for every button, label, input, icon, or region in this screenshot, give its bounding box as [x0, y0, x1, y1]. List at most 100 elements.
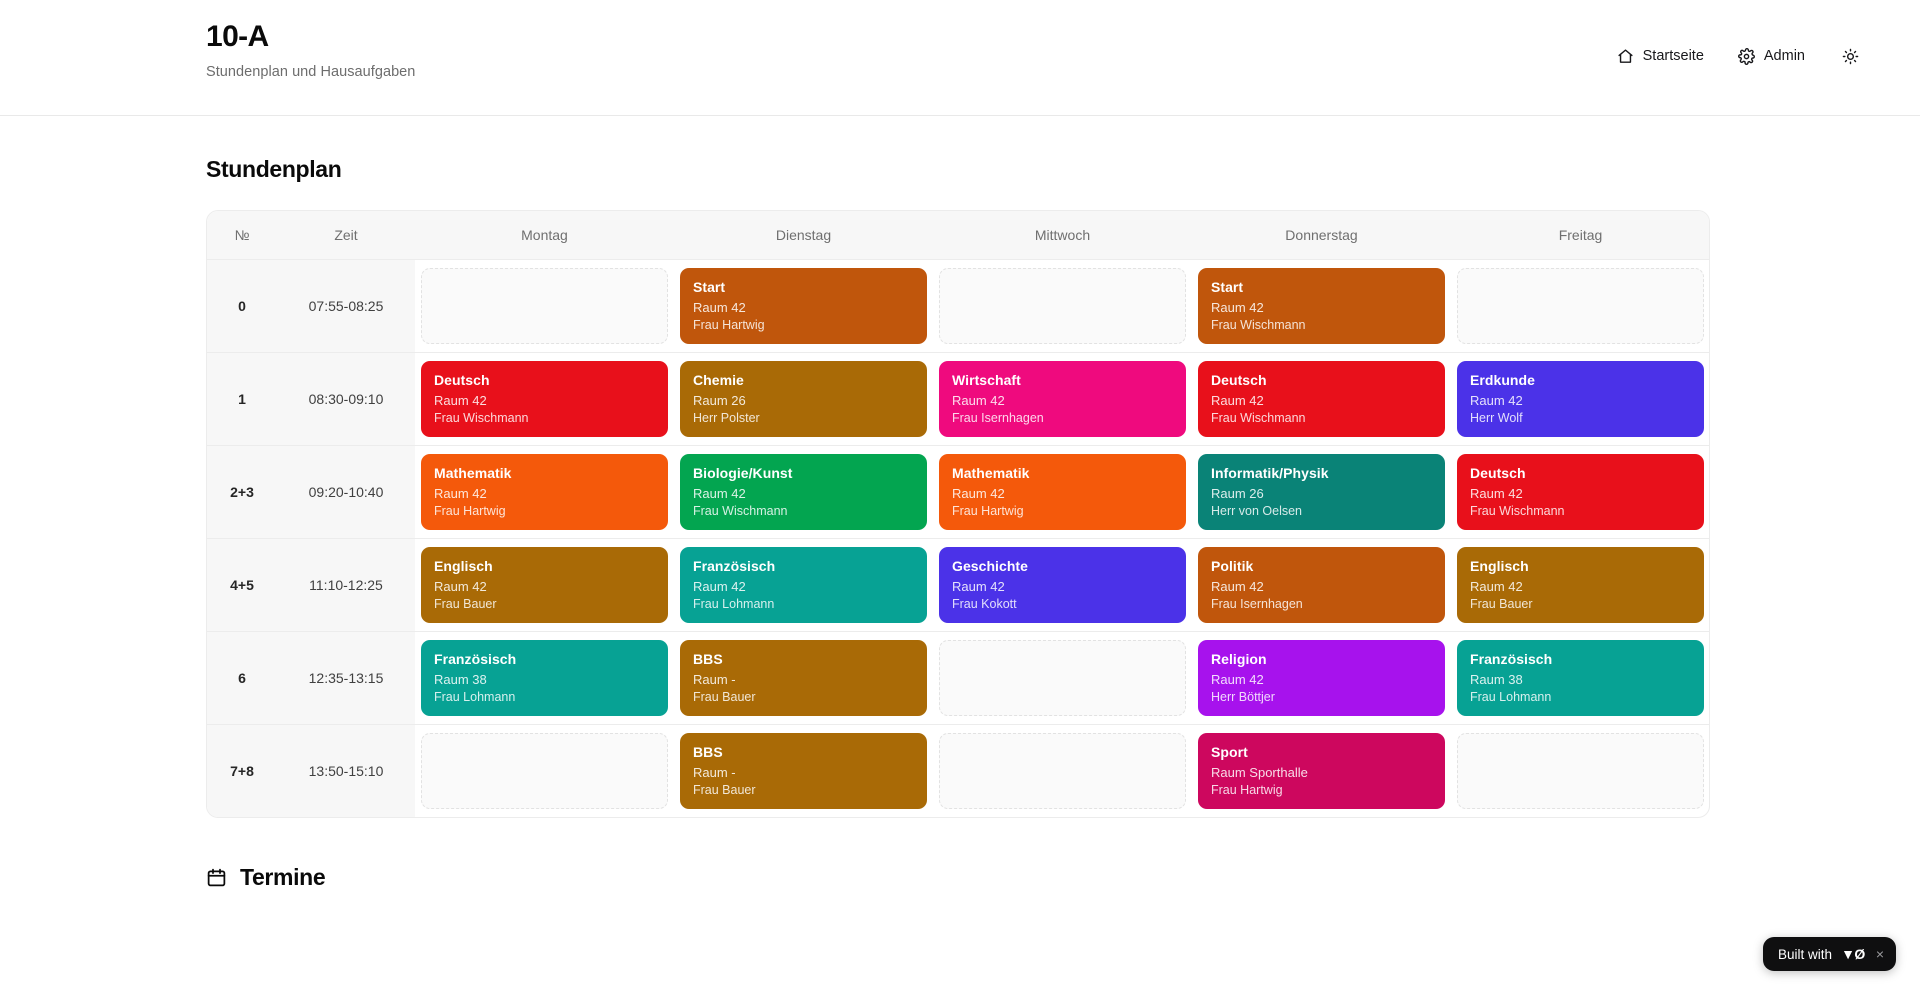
nav-item-admin[interactable]: Admin	[1725, 40, 1818, 73]
lesson-card[interactable]: Englisch Raum 42 Frau Bauer	[1457, 546, 1704, 623]
lesson-room: Raum -	[693, 765, 736, 780]
lesson-teacher: Frau Wischmann	[1211, 317, 1306, 332]
termine-section: Termine	[206, 864, 1920, 891]
lesson-teacher: Frau Kokott	[952, 596, 1017, 611]
table-row: 4+5 11:10-12:25 Englisch Raum 42 Frau Bauer F…	[207, 538, 1709, 631]
row-number: 1	[207, 352, 277, 445]
lesson-card[interactable]: Politik Raum 42 Frau Isernhagen	[1198, 546, 1445, 623]
lesson-teacher: Frau Bauer	[693, 689, 756, 704]
lesson-card[interactable]: Start Raum 42 Frau Hartwig	[680, 267, 927, 344]
lesson-subject: BBS	[693, 650, 723, 667]
lesson-card[interactable]: Deutsch Raum 42 Frau Wischmann	[1457, 453, 1704, 530]
cell-dienstag: Biologie/Kunst Raum 42 Frau Wischmann	[674, 445, 933, 538]
lesson-teacher: Frau Hartwig	[952, 503, 1024, 518]
lesson-subject: Englisch	[1470, 557, 1529, 574]
row-time: 07:55-08:25	[277, 259, 415, 352]
lesson-card[interactable]: Deutsch Raum 42 Frau Wischmann	[421, 360, 668, 437]
lesson-room: Raum 42	[693, 486, 746, 501]
lesson-card[interactable]: Französisch Raum 38 Frau Lohmann	[421, 639, 668, 716]
cell-freitag	[1451, 724, 1709, 817]
lesson-subject: Politik	[1211, 557, 1254, 574]
lesson-room: Raum 42	[1470, 486, 1523, 501]
lesson-card[interactable]: Erdkunde Raum 42 Herr Wolf	[1457, 360, 1704, 437]
lesson-card[interactable]: Sport Raum Sporthalle Frau Hartwig	[1198, 732, 1445, 809]
timetable-section-title: Stundenplan	[206, 156, 342, 182]
lesson-card[interactable]: Französisch Raum 42 Frau Lohmann	[680, 546, 927, 623]
sun-icon	[1842, 48, 1859, 65]
cell-dienstag: Chemie Raum 26 Herr Polster	[674, 352, 933, 445]
lesson-room: Raum 42	[434, 486, 487, 501]
timetable-body: 0 07:55-08:25 Start Raum 42 Frau Hartwig Star…	[207, 259, 1709, 817]
home-icon	[1617, 48, 1634, 65]
lesson-subject: Französisch	[1470, 650, 1553, 667]
cell-donnerstag: Start Raum 42 Frau Wischmann	[1192, 259, 1451, 352]
lesson-card[interactable]: Informatik/Physik Raum 26 Herr von Oelsen	[1198, 453, 1445, 530]
column-header-no: №	[207, 211, 277, 260]
timetable: № Zeit Montag Dienstag Mittwoch Donnerst…	[206, 210, 1710, 818]
lesson-card[interactable]: Englisch Raum 42 Frau Bauer	[421, 546, 668, 623]
close-icon[interactable]: ×	[1875, 946, 1884, 962]
lesson-card[interactable]: Mathematik Raum 42 Frau Hartwig	[421, 453, 668, 530]
gear-icon	[1737, 47, 1755, 65]
lesson-teacher: Frau Wischmann	[1470, 503, 1565, 518]
lesson-card[interactable]: Biologie/Kunst Raum 42 Frau Wischmann	[680, 453, 927, 530]
lesson-room: Raum 42	[952, 579, 1005, 594]
lesson-card[interactable]: Wirtschaft Raum 42 Frau Isernhagen	[939, 360, 1186, 437]
cell-montag	[415, 724, 674, 817]
lesson-room: Raum 42	[693, 300, 746, 315]
nav-item-startseite[interactable]: Startseite	[1604, 40, 1717, 73]
cell-mittwoch	[933, 724, 1192, 817]
lesson-card[interactable]: Religion Raum 42 Herr Böttjer	[1198, 639, 1445, 716]
lesson-teacher: Frau Wischmann	[1211, 410, 1306, 425]
lesson-teacher: Frau Bauer	[434, 596, 497, 611]
lesson-room: Raum 38	[1470, 672, 1523, 687]
lesson-room: Raum 26	[1211, 486, 1264, 501]
lesson-card[interactable]: Start Raum 42 Frau Wischmann	[1198, 267, 1445, 344]
row-time: 08:30-09:10	[277, 352, 415, 445]
lesson-room: Raum 42	[693, 579, 746, 594]
lesson-card[interactable]: Deutsch Raum 42 Frau Wischmann	[1198, 360, 1445, 437]
cell-mittwoch: Geschichte Raum 42 Frau Kokott	[933, 538, 1192, 631]
empty-slot	[939, 639, 1186, 716]
cell-freitag: Französisch Raum 38 Frau Lohmann	[1451, 631, 1709, 724]
lesson-room: Raum 42	[434, 393, 487, 408]
lesson-card[interactable]: BBS Raum - Frau Bauer	[680, 732, 927, 809]
nav-item-startseite-label: Startseite	[1642, 47, 1704, 64]
lesson-subject: Englisch	[434, 557, 493, 574]
lesson-card[interactable]: Geschichte Raum 42 Frau Kokott	[939, 546, 1186, 623]
lesson-card[interactable]: Französisch Raum 38 Frau Lohmann	[1457, 639, 1704, 716]
theme-toggle-button[interactable]	[1832, 38, 1868, 74]
lesson-subject: Französisch	[693, 557, 776, 574]
empty-slot	[421, 732, 668, 809]
empty-slot	[1457, 267, 1704, 344]
lesson-card[interactable]: Mathematik Raum 42 Frau Hartwig	[939, 453, 1186, 530]
cell-mittwoch: Wirtschaft Raum 42 Frau Isernhagen	[933, 352, 1192, 445]
lesson-room: Raum 42	[952, 393, 1005, 408]
column-header-mittwoch: Mittwoch	[933, 211, 1192, 260]
lesson-teacher: Frau Wischmann	[434, 410, 529, 425]
cell-donnerstag: Informatik/Physik Raum 26 Herr von Oelsen	[1192, 445, 1451, 538]
lesson-subject: Religion	[1211, 650, 1267, 667]
cell-dienstag: Start Raum 42 Frau Hartwig	[674, 259, 933, 352]
lesson-room: Raum 42	[1470, 393, 1523, 408]
lesson-card[interactable]: BBS Raum - Frau Bauer	[680, 639, 927, 716]
row-number: 2+3	[207, 445, 277, 538]
built-with-badge[interactable]: Built with ▼Ø ×	[1763, 937, 1896, 971]
row-time: 12:35-13:15	[277, 631, 415, 724]
cell-montag: Deutsch Raum 42 Frau Wischmann	[415, 352, 674, 445]
lesson-card[interactable]: Chemie Raum 26 Herr Polster	[680, 360, 927, 437]
table-row: 1 08:30-09:10 Deutsch Raum 42 Frau Wischmann…	[207, 352, 1709, 445]
row-time: 13:50-15:10	[277, 724, 415, 817]
empty-slot	[1457, 732, 1704, 809]
cell-dienstag: BBS Raum - Frau Bauer	[674, 631, 933, 724]
empty-slot	[939, 732, 1186, 809]
lesson-subject: Mathematik	[434, 464, 512, 481]
lesson-subject: Biologie/Kunst	[693, 464, 793, 481]
built-with-logo-icon: ▼Ø	[1841, 946, 1865, 962]
row-number: 4+5	[207, 538, 277, 631]
column-header-zeit: Zeit	[277, 211, 415, 260]
lesson-teacher: Frau Hartwig	[1211, 782, 1283, 797]
lesson-room: Raum 42	[1211, 579, 1264, 594]
lesson-subject: Mathematik	[952, 464, 1030, 481]
header-nav: Startseite Admin	[1604, 38, 1868, 74]
